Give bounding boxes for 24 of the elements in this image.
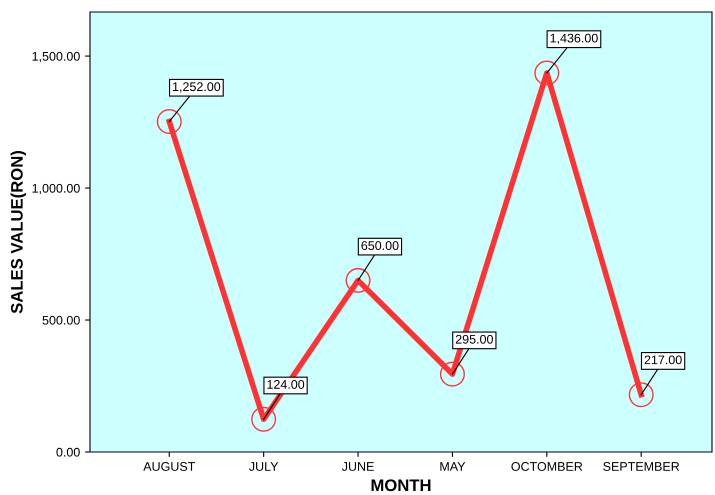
point [628,382,654,408]
data-label: 124.00 [267,380,304,389]
data-label: 650.00 [361,241,399,250]
point [251,406,276,432]
point [534,60,560,86]
y-tick-label: 1,500.00 [32,52,80,62]
x-tick-label: OCTOMBER [511,462,582,471]
x-tick-label: SEPTEMBER [603,462,680,471]
x-tick-label: JULY [249,462,278,471]
point [346,268,371,293]
x-tick-label: MAY [440,462,466,471]
x-axis-title: MONTH [372,479,430,492]
point [440,362,465,387]
y-tick-label: 0.00 [56,448,80,457]
x-tick-label: JUNE [342,462,374,471]
data-label: 217.00 [644,355,682,364]
y-tick-label: 500.00 [42,316,80,325]
data-label: 1,252.00 [173,82,220,93]
x-tick-label: AUGUST [143,462,196,471]
point [156,109,182,134]
data-label: 295.00 [456,334,493,344]
data-label: 1,436.00 [550,34,598,44]
y-axis-title: SALES VALUE(RON) [10,151,26,314]
y-tick-label: 1,000.00 [32,184,80,194]
